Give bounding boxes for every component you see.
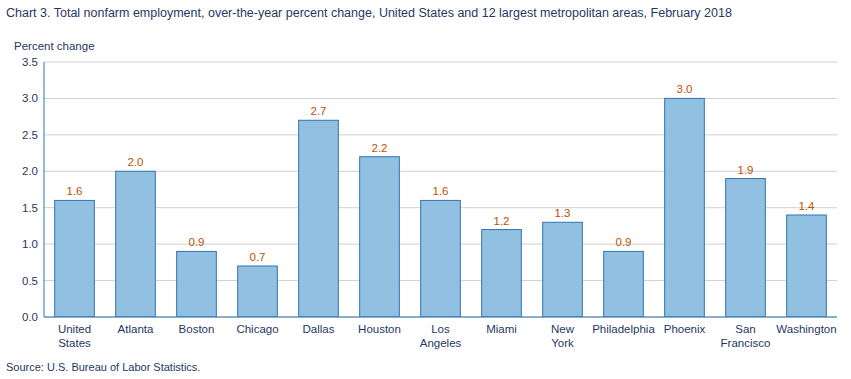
data-label: 2.2 <box>372 142 388 154</box>
bar <box>604 251 644 317</box>
y-tick-label: 1.5 <box>22 202 38 214</box>
bar <box>787 215 827 317</box>
grid-line <box>44 62 837 63</box>
y-axis-label: Percent change <box>14 40 95 52</box>
data-label: 1.9 <box>738 164 754 176</box>
bar <box>55 200 95 317</box>
x-tick-label: Dallas <box>303 323 335 335</box>
bar <box>238 266 278 317</box>
x-tick-label: Washington <box>776 323 836 335</box>
y-tick-label: 2.5 <box>22 129 38 141</box>
chart: Chart 3. Total nonfarm employment, over-… <box>0 0 851 379</box>
y-tick-label: 1.0 <box>22 238 38 250</box>
x-tick-label: Atlanta <box>118 323 154 335</box>
bar <box>360 157 400 317</box>
x-tick-label: Miami <box>486 323 517 335</box>
data-label: 0.9 <box>189 236 205 248</box>
data-label: 0.7 <box>250 251 266 263</box>
y-tick-label: 2.0 <box>22 165 38 177</box>
bar <box>299 120 339 317</box>
data-label: 1.3 <box>555 207 571 219</box>
x-tick-label: Phoenix <box>664 323 706 335</box>
data-label: 0.9 <box>616 236 632 248</box>
bar <box>421 200 461 317</box>
bar <box>665 98 705 317</box>
x-tick-label: LosAngeles <box>420 323 462 349</box>
source: Source: U.S. Bureau of Labor Statistics. <box>6 361 200 373</box>
x-tick-label: UnitedStates <box>58 323 91 349</box>
bar <box>726 179 766 317</box>
y-tick-label: 0.5 <box>22 275 38 287</box>
data-label: 1.6 <box>433 185 449 197</box>
data-label: 2.7 <box>311 105 327 117</box>
grid <box>44 62 837 317</box>
y-axis-line <box>44 62 45 317</box>
grid-line <box>44 134 837 135</box>
grid-line <box>44 171 837 172</box>
x-tick-label: NewYork <box>551 323 575 349</box>
data-label: 2.0 <box>128 156 144 168</box>
x-tick-label: Boston <box>179 323 215 335</box>
data-label: 1.4 <box>799 200 816 212</box>
data-label: 3.0 <box>677 83 693 95</box>
x-tick-label: Philadelphia <box>592 323 655 335</box>
bar <box>543 222 583 317</box>
title: Chart 3. Total nonfarm employment, over-… <box>6 6 732 20</box>
y-tick-label: 3.5 <box>22 56 38 68</box>
bar <box>482 230 522 317</box>
data-label: 1.2 <box>494 215 510 227</box>
x-axis-line <box>44 317 837 318</box>
x-tick-label: Houston <box>358 323 401 335</box>
bar <box>116 171 156 317</box>
x-tick-label: Chicago <box>236 323 278 335</box>
grid-line <box>44 317 837 318</box>
data-label: 1.6 <box>67 185 83 197</box>
y-tick-label: 0.0 <box>22 311 38 323</box>
y-tick-label: 3.0 <box>22 92 38 104</box>
x-tick-label: SanFrancisco <box>721 323 771 349</box>
bars <box>55 98 827 317</box>
bar <box>177 251 217 317</box>
grid-line <box>44 98 837 99</box>
